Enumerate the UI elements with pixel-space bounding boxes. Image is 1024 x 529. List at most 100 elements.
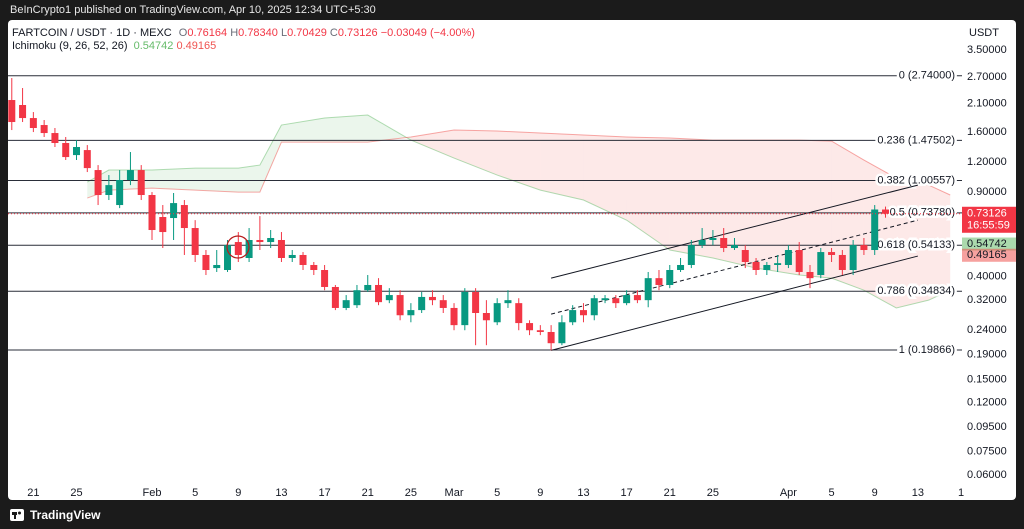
candle-body [331,286,339,308]
indicator-value: 0.49165 [176,40,216,52]
candle-body [105,185,113,196]
x-tick-label: 9 [537,487,543,499]
x-tick-label: 21 [664,487,676,499]
indicator-tag [962,248,1016,262]
candle-body [871,209,879,251]
candle-body [860,245,868,251]
cloud-line [87,114,951,309]
candle-body [687,245,695,265]
candle-body [170,203,178,219]
y-tick-label: 2.70000 [967,71,1007,83]
cloud-fill [152,168,196,191]
candle-body [828,252,836,255]
candle-body [450,307,458,326]
candle-body [504,300,512,304]
y-tick-label: 0.90000 [967,186,1007,198]
x-tick-label: 25 [707,487,719,499]
y-tick-label: 0.40000 [967,271,1007,283]
candle-body [612,298,620,304]
candle-body [148,195,156,231]
x-tick-label: 1 [958,487,964,499]
candle-body [353,290,361,306]
cloud-fill [540,133,584,201]
x-tick-label: 13 [275,487,287,499]
candle-body [774,263,782,265]
x-tick-label: Feb [143,487,162,499]
x-tick-label: 5 [828,487,834,499]
axes: 3.50000 2.70000 2.10000 1.60000 1.20000 0.900… [27,44,1016,499]
banner: BeInCrypto1 published on TradingView.com… [10,4,376,16]
candle-body [677,264,685,271]
candle-body [234,242,242,255]
candle-body [116,180,124,206]
candle-body [547,331,555,344]
candle-body [8,100,16,123]
ohlc-value: 0.78340 [238,27,278,39]
candle-body [321,270,329,287]
price-tag [962,206,1016,233]
symbol: FARTCOIN / USDT · 1D · MEXC [12,27,172,39]
indicator-tag-label: 0.54742 [967,238,1007,250]
indicator-name: Ichimoku (9, 26, 52, 26) [12,40,128,52]
candle-body [385,295,393,301]
fib-label: 0.786 (0.34834) [877,285,955,297]
candle-body [569,310,577,323]
ohlc-key: H [230,27,238,39]
candle-body [202,254,210,271]
candle-body [428,296,436,301]
fib-label: 1 (0.19866) [899,344,955,356]
legend-header: FARTCOIN / USDT · 1D · MEXC O0.76164 H0.… [12,27,475,39]
plot-area: 0 (2.74000) 0.236 (1.47502) 0.382 (1.00557… [8,67,962,358]
candle-body [267,237,275,243]
candle-body [493,303,501,323]
countdown: 16:55:59 [967,220,1010,232]
candle-body [579,310,587,316]
x-tick-label: 5 [494,487,500,499]
y-tick-label: 0.12000 [967,397,1007,409]
candle-body [558,322,566,344]
cloud-fill [454,130,498,176]
x-tick-label: Apr [780,487,797,499]
indicator-legend: Ichimoku (9, 26, 52, 26) 0.54742 0.49165 [12,40,216,52]
fib-label: 0 (2.74000) [899,70,955,82]
cloud-fill [324,115,368,143]
channel-line [550,184,918,279]
y-tick-label: 0.32000 [967,294,1007,306]
candle-body [19,105,27,119]
x-tick-label: 25 [70,487,82,499]
candle-body [288,254,296,258]
candle-body [784,250,792,265]
candle-body [310,264,318,271]
candle-body [396,295,404,316]
brand: TradingView [30,508,101,522]
candle-body [191,228,199,255]
candle-body [720,237,728,249]
candle-body [666,270,674,285]
candle-body [159,217,167,233]
cloud-fill [583,135,627,221]
candle-body [83,150,91,169]
x-tick-label: 17 [318,487,330,499]
candle-body [407,310,415,316]
candle-body [342,300,350,308]
cloud-fill [669,138,713,258]
cloud-fill [281,118,325,143]
candle-body [472,291,480,314]
candle-body [881,209,889,214]
cloud-fill [497,131,541,191]
candle-body [644,278,652,301]
x-tick-label: 13 [577,487,589,499]
cloud-line [87,129,951,199]
cloud-fill [799,140,832,279]
x-tick-label: Mar [445,487,464,499]
channel-line [550,255,918,351]
candle-body [375,284,383,303]
indicator-tag-label: 0.49165 [967,249,1007,261]
x-tick-label: 9 [872,487,878,499]
candle-body [482,313,490,321]
candle-body [29,118,37,129]
candle-body [709,237,717,240]
candle-body [806,271,814,279]
fib-label: 0.618 (0.54133) [877,239,955,251]
